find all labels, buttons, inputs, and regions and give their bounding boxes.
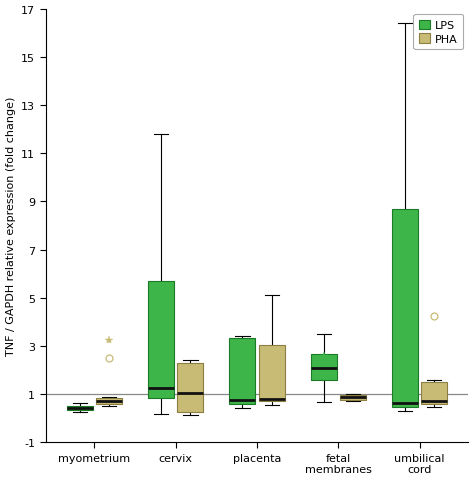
Bar [177,363,203,412]
Bar [96,398,122,405]
Bar [259,345,285,401]
Bar [148,281,174,398]
Y-axis label: TNF / GAPDH relative expression (fold change): TNF / GAPDH relative expression (fold ch… [6,96,16,355]
Bar [392,209,418,408]
Bar [421,383,447,405]
Bar [340,395,366,400]
Bar [67,406,93,410]
Bar [311,355,337,380]
Legend: LPS, PHA: LPS, PHA [413,15,463,50]
Bar [229,338,255,405]
